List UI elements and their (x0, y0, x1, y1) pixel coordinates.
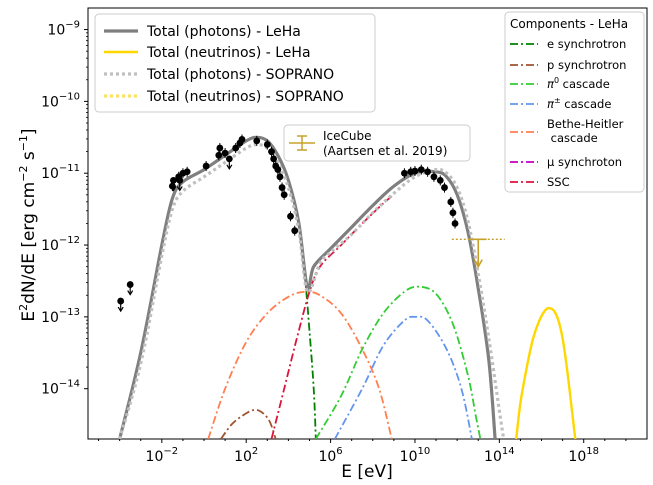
legend-label-total-neutrinos-leha: Total (neutrinos) - LeHa (146, 45, 311, 61)
series-bethe-heitler-cascade (207, 290, 393, 439)
series-0-cascade (315, 285, 482, 439)
upper-limit-arrow (127, 290, 134, 296)
legend-label-e-synchrotron: e synchrotron (547, 37, 626, 51)
series-total-neutrinos-leha (515, 306, 577, 439)
legend-label-bethe-heitler-line1: Bethe-Heitler (547, 117, 624, 131)
legend-label-ssc: SSC (547, 175, 570, 189)
svg-text:E2dN/dE [erg cm−2 s−1]: E2dN/dE [erg cm−2 s−1] (17, 128, 39, 321)
curves (118, 135, 577, 439)
x-tick-label: 106 (318, 446, 342, 465)
upper-limit-arrow (226, 164, 233, 170)
y-tick-label: 10−14 (41, 379, 80, 398)
legend-label-total-photons-soprano: Total (photons) - SOPRANO (146, 67, 334, 83)
upper-limit-arrow (170, 186, 177, 192)
legend-label-p-synchrotron: p synchrotron (547, 58, 626, 72)
legend-main: Total (photons) - LeHa Total (neutrinos)… (94, 13, 376, 113)
legend-components-title: Components - LeHa (510, 17, 628, 31)
series-ssc (270, 194, 395, 439)
y-tick-label: 10−13 (41, 307, 80, 326)
x-tick-label: 10−2 (146, 446, 179, 465)
legend-label-mu-synchroton: μ synchroton (547, 155, 622, 169)
legend-icecube-label-line2: (Aartsen et al. 2019) (323, 144, 447, 158)
upper-limit-arrow (117, 306, 124, 313)
series-p-synchrotron (220, 409, 277, 439)
data-points (117, 134, 459, 313)
legend-label-total-photons-leha: Total (photons) - LeHa (146, 24, 301, 40)
legend-icecube: IceCube (Aartsen et al. 2019) (283, 124, 471, 162)
y-tick-label: 10−9 (47, 20, 80, 39)
x-tick-label: 102 (234, 446, 258, 465)
x-ticks: 10−2 102 106 1010 1014 1018 (98, 439, 627, 465)
legend-label-pipm-cascade: π± cascade (547, 96, 611, 111)
series-cascade (334, 315, 473, 439)
legend-label-pi0-cascade: π0 cascade (547, 76, 610, 91)
x-tick-label: 1018 (568, 446, 599, 465)
x-axis-label: E [eV] (341, 462, 393, 482)
icecube-arrow-head (473, 259, 483, 269)
y-tick-label: 10−10 (41, 91, 80, 110)
x-tick-label: 1010 (400, 446, 431, 465)
series-total-photons-soprano (118, 142, 506, 439)
series-e-synchrotron (287, 180, 317, 439)
y-axis-label: E2dN/dE [erg cm−2 s−1] (17, 128, 39, 321)
legend-icecube-label-line1: IceCube (323, 129, 372, 143)
icecube-upper-limit (451, 238, 505, 269)
y-ticks: 10−9 10−10 10−11 10−12 10−13 10−14 (41, 20, 88, 398)
x-tick-label: 1014 (484, 446, 515, 465)
legend-label-bethe-heitler-line2: cascade (547, 131, 598, 145)
y-tick-label: 10−12 (41, 235, 80, 254)
legend-components: Components - LeHa e synchrotron p synchr… (504, 11, 645, 193)
upper-limit-arrow (176, 186, 183, 192)
y-tick-label: 10−11 (41, 163, 80, 182)
legend-label-total-neutrinos-soprano: Total (neutrinos) - SOPRANO (146, 89, 344, 105)
